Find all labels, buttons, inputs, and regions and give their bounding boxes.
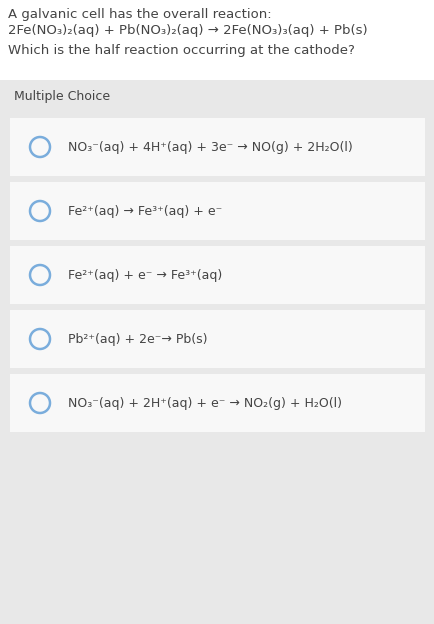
Circle shape	[30, 393, 50, 413]
Bar	[10, 246, 424, 304]
Circle shape	[30, 329, 50, 349]
Text: A galvanic cell has the overall reaction:: A galvanic cell has the overall reaction…	[8, 8, 271, 21]
Bar	[0, 0, 434, 80]
Bar	[0, 80, 434, 624]
Text: NO₃⁻(aq) + 2H⁺(aq) + e⁻ → NO₂(g) + H₂O(l): NO₃⁻(aq) + 2H⁺(aq) + e⁻ → NO₂(g) + H₂O(l…	[68, 396, 341, 409]
Circle shape	[30, 265, 50, 285]
Text: 2Fe(NO₃)₂(aq) + Pb(NO₃)₂(aq) → 2Fe(NO₃)₃(aq) + Pb(s): 2Fe(NO₃)₂(aq) + Pb(NO₃)₂(aq) → 2Fe(NO₃)₃…	[8, 24, 367, 37]
Circle shape	[30, 137, 50, 157]
Text: Multiple Choice: Multiple Choice	[14, 90, 110, 103]
Text: Pb²⁺(aq) + 2e⁻→ Pb(s): Pb²⁺(aq) + 2e⁻→ Pb(s)	[68, 333, 207, 346]
Bar	[10, 310, 424, 368]
Text: Fe²⁺(aq) + e⁻ → Fe³⁺(aq): Fe²⁺(aq) + e⁻ → Fe³⁺(aq)	[68, 268, 222, 281]
Bar	[10, 374, 424, 432]
Text: Fe²⁺(aq) → Fe³⁺(aq) + e⁻: Fe²⁺(aq) → Fe³⁺(aq) + e⁻	[68, 205, 222, 218]
Text: Which is the half reaction occurring at the cathode?: Which is the half reaction occurring at …	[8, 44, 354, 57]
Text: NO₃⁻(aq) + 4H⁺(aq) + 3e⁻ → NO(g) + 2H₂O(l): NO₃⁻(aq) + 4H⁺(aq) + 3e⁻ → NO(g) + 2H₂O(…	[68, 140, 352, 154]
Bar	[10, 182, 424, 240]
Circle shape	[30, 201, 50, 221]
Bar	[10, 118, 424, 176]
